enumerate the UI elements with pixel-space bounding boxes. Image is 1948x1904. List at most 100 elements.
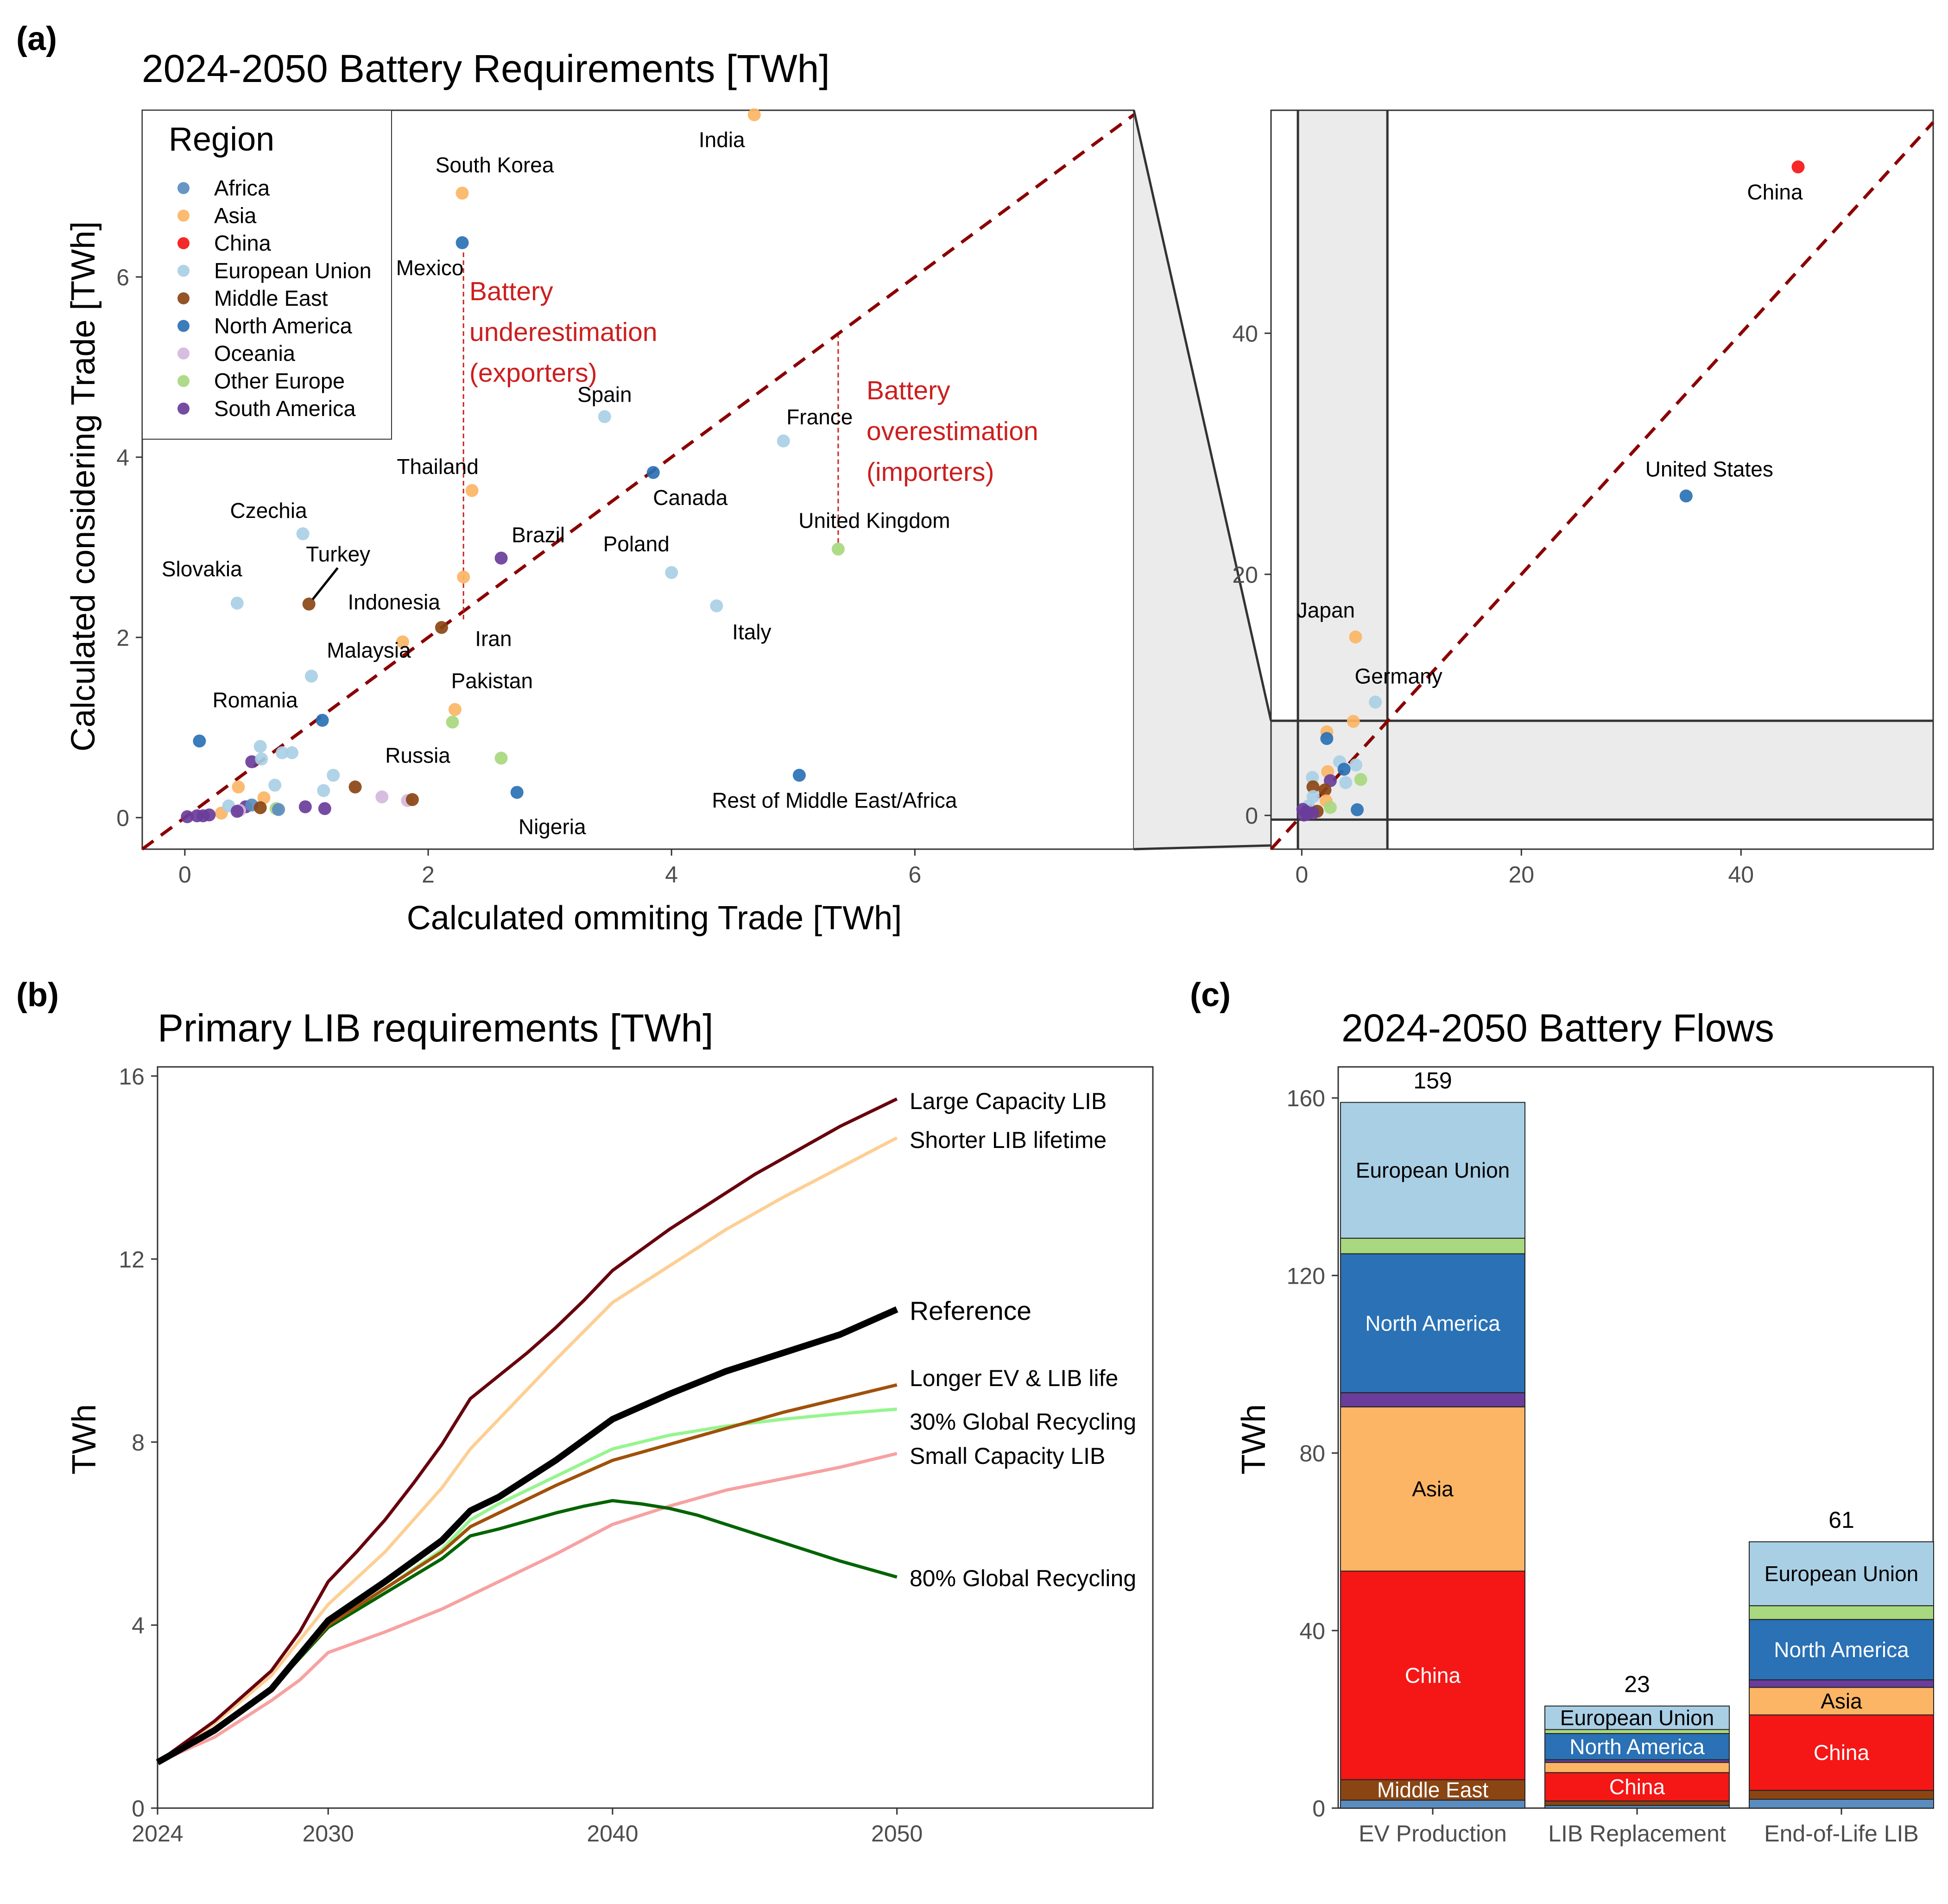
bar-segment-south-america [1749, 1679, 1934, 1688]
point-other-europe [494, 751, 508, 765]
point-european-union [275, 746, 289, 759]
x-tick-label: 6 [908, 862, 921, 888]
point-european-union [317, 784, 330, 797]
point-asia [396, 635, 409, 649]
point-label-romania: Romania [213, 688, 298, 712]
point-european-union [285, 746, 298, 759]
point-european-union [777, 434, 790, 448]
x-tick-label: 2040 [587, 1821, 638, 1847]
point-north-america [1351, 803, 1364, 816]
x-tick-label: EV Production [1359, 1821, 1507, 1847]
legend-label-south-america: South America [214, 396, 356, 421]
point-label-indonesia: Indonesia [348, 590, 440, 614]
bar-segment-other-europe [1544, 1729, 1730, 1734]
point-asia [465, 484, 479, 497]
legend-label-china: China [214, 231, 272, 255]
point-south-america [181, 810, 194, 823]
point-label-russia: Russia [385, 744, 450, 768]
bar-segment-other-europe [1749, 1605, 1934, 1620]
zoom-connector-fill [1134, 110, 1271, 849]
point-european-union [665, 566, 678, 579]
point-middle-east [253, 801, 267, 814]
point-european-union [327, 769, 340, 782]
point-north-america [1337, 763, 1351, 776]
annotation-text: overestimation [866, 416, 1038, 446]
bar-segment-north-america [1340, 1253, 1525, 1393]
y-tick-label: 160 [1287, 1085, 1325, 1111]
point-north-america [510, 786, 524, 799]
point-label-nigeria: Nigeria [519, 814, 586, 839]
zoom-connector-line [1132, 110, 1272, 721]
zoom-band-horizontal [1271, 720, 1933, 820]
legend-label-north-america: North America [214, 314, 353, 338]
series-label-shorter-lib-lifetime: Shorter LIB lifetime [910, 1127, 1107, 1153]
plot-frame-outline [1270, 109, 1934, 850]
y-tick-label: 40 [1232, 321, 1258, 347]
bar-segment-other-europe [1340, 1237, 1525, 1255]
legend-label-asia: Asia [214, 203, 257, 228]
point-label-france: France [786, 405, 853, 429]
title-a: 2024-2050 Battery Requirements [TWh] [142, 47, 830, 90]
point-label-germany: Germany [1355, 664, 1442, 688]
bar-segment-north-america [1749, 1619, 1934, 1681]
region-legend: Region Africa Asia China European Union Midd… [142, 110, 392, 440]
point-south-america [318, 802, 331, 815]
point-south-america [202, 808, 216, 822]
series-label-longer-ev-lib-life: Longer EV & LIB life [910, 1365, 1118, 1391]
point-china [1791, 160, 1805, 174]
point-european-union [304, 669, 318, 683]
annotation-text: (importers) [866, 457, 994, 487]
point-south-america [230, 805, 244, 818]
point-european-union [253, 740, 267, 753]
bar-segment-asia [1340, 1406, 1525, 1572]
scatter-main-panel: 0 2 4 6 0 2 4 6 India South Korea Mexico Spain Franc… [116, 108, 1135, 888]
series-line-small-capacity-lib [157, 1452, 898, 1764]
bar-total-label: 159 [1413, 1068, 1452, 1094]
point-north-america [1320, 732, 1334, 745]
zoom-connector [1132, 110, 1272, 851]
segment-label-china: China [1814, 1740, 1870, 1765]
series-line-large-capacity-lib [156, 1097, 898, 1764]
bar-segment-middle-east [1544, 1800, 1730, 1806]
annotation-text: Battery [866, 376, 950, 405]
point-label-iran: Iran [475, 627, 512, 651]
x-tick-label: 40 [1728, 862, 1754, 888]
y-tick-label: 20 [1232, 562, 1258, 588]
legend-key-oceania [177, 347, 190, 359]
turkey-leader [311, 567, 339, 600]
x-tick-label: 0 [178, 862, 191, 888]
bar-segment-asia [1544, 1762, 1730, 1773]
point-middle-east [302, 597, 316, 611]
legend-key-africa [177, 182, 190, 194]
bar-segment-africa [1749, 1798, 1934, 1809]
point-label-india: India [699, 128, 745, 152]
point-asia [257, 791, 271, 805]
point-asia [455, 186, 469, 200]
point-label-pakistan: Pakistan [451, 669, 533, 693]
point-label-slovakia: Slovakia [162, 557, 242, 581]
stacked-bar-panel: 0 40 80 120 160 EV Production 159 LIB Replaceme… [1287, 1066, 1934, 1847]
y-tick-label: 4 [116, 445, 129, 471]
title-b: Primary LIB requirements [TWh] [158, 1006, 714, 1050]
point-middle-east [348, 780, 362, 794]
point-asia [457, 570, 470, 584]
point-asia [1349, 630, 1362, 644]
segment-label-european-union: European Union [1560, 1706, 1714, 1730]
y-tick-label: 8 [132, 1430, 145, 1456]
bar-segment-european-union [1340, 1102, 1525, 1239]
identity-line [141, 113, 1135, 851]
point-north-america [455, 236, 469, 249]
legend-key-asia [177, 209, 190, 222]
annotation-text: underestimation [469, 317, 658, 347]
legend-label-africa: Africa [214, 176, 270, 200]
point-asia [1347, 715, 1360, 728]
bar-segment-china [1340, 1570, 1525, 1780]
series-line-reference [156, 1306, 898, 1765]
point-north-america [792, 769, 806, 782]
point-south-america [494, 551, 508, 565]
scatter-inset-panel: 0 20 40 0 20 40 China United States Japan Germany [1232, 109, 1935, 888]
legend-key-european-union [177, 265, 190, 277]
point-label-brazil: Brazil [512, 523, 565, 547]
legend-label-other-europe: Other Europe [214, 369, 345, 393]
